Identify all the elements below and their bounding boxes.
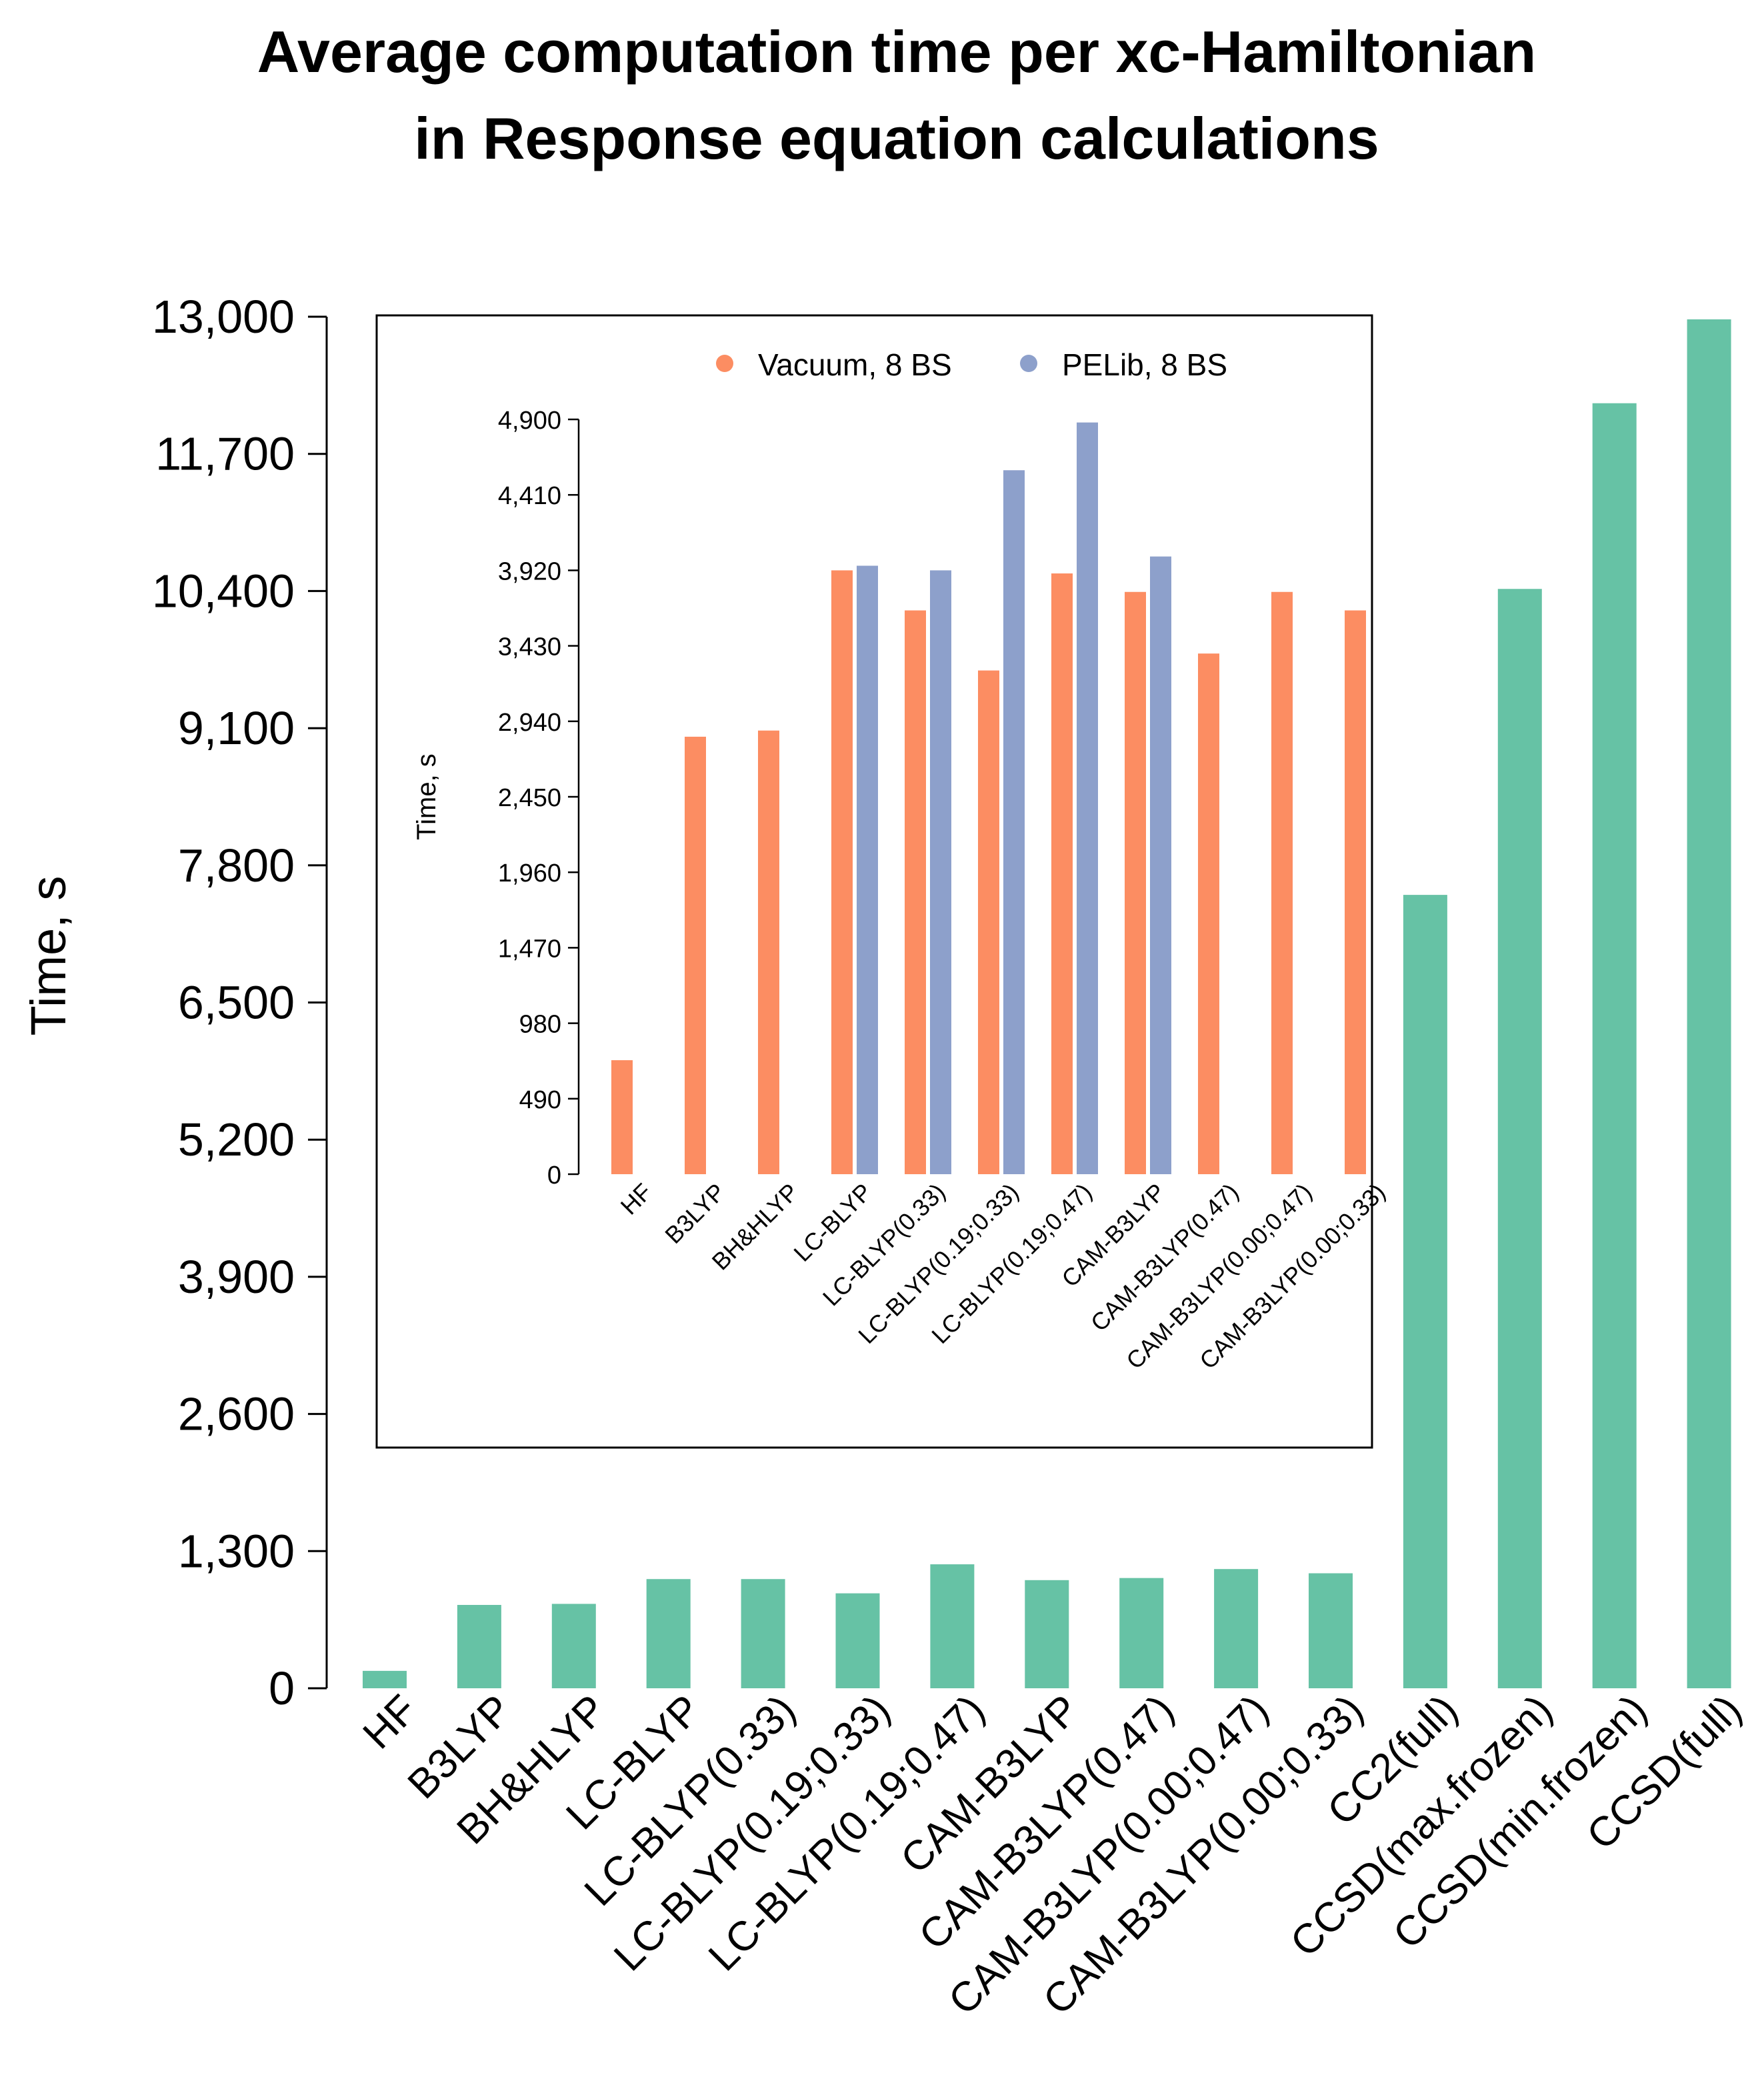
main-bar xyxy=(551,1604,596,1688)
chart-title: Average computation time per xc-Hamilton… xyxy=(257,19,1536,85)
main-y-tick-label: 11,700 xyxy=(155,428,295,480)
main-bar xyxy=(1687,319,1731,1688)
main-bar xyxy=(835,1593,880,1688)
inset-bar-vacuum xyxy=(1345,610,1366,1174)
main-y-tick-label: 9,100 xyxy=(178,702,295,754)
main-bar xyxy=(363,1670,407,1688)
main-bar xyxy=(930,1564,975,1688)
main-bar xyxy=(1119,1578,1164,1688)
main-bar xyxy=(1497,589,1542,1689)
inset-y-tick-label: 3,430 xyxy=(498,633,561,661)
main-bar xyxy=(1403,895,1447,1688)
legend-marker-pelib xyxy=(1020,355,1037,372)
inset-bar-vacuum xyxy=(758,730,779,1174)
inset-bar-vacuum xyxy=(611,1060,633,1174)
main-y-tick-label: 6,500 xyxy=(178,977,295,1029)
main-y-tick-label: 0 xyxy=(269,1662,295,1714)
inset-bar-vacuum xyxy=(978,670,999,1174)
main-bar xyxy=(646,1579,691,1688)
inset-bar-pelib xyxy=(1150,556,1171,1174)
inset-y-tick-label: 980 xyxy=(519,1011,561,1039)
legend-marker-vacuum xyxy=(716,355,733,372)
main-bar xyxy=(457,1604,501,1688)
legend-label-vacuum: Vacuum, 8 BS xyxy=(758,347,952,382)
main-bar xyxy=(741,1579,785,1688)
inset-bar-vacuum xyxy=(1125,591,1146,1174)
inset-bar-pelib xyxy=(1003,470,1025,1174)
inset-bar-pelib xyxy=(1077,422,1098,1175)
main-bar xyxy=(1592,403,1637,1688)
inset-y-axis-label: Time, s xyxy=(412,753,441,840)
inset-y-tick-label: 1,960 xyxy=(498,859,561,887)
inset-y-tick-label: 2,940 xyxy=(498,709,561,737)
main-y-tick-label: 7,800 xyxy=(178,839,295,891)
inset-y-tick-label: 2,450 xyxy=(498,784,561,812)
inset-bar-pelib xyxy=(930,570,951,1174)
main-y-tick-label: 13,000 xyxy=(152,291,295,343)
main-x-tick-label: HF xyxy=(355,1686,426,1758)
inset-bar-vacuum xyxy=(905,610,926,1174)
main-y-tick-label: 10,400 xyxy=(152,565,295,617)
main-bar xyxy=(1214,1569,1259,1688)
main-y-axis-label: Time, s xyxy=(21,876,76,1036)
main-y-tick-label: 3,900 xyxy=(178,1251,295,1303)
main-bar xyxy=(1309,1573,1353,1688)
legend-label-pelib: PELib, 8 BS xyxy=(1062,347,1227,382)
inset-y-tick-label: 4,900 xyxy=(498,407,561,435)
main-bar xyxy=(1025,1580,1069,1688)
inset-y-tick-label: 1,470 xyxy=(498,935,561,963)
inset-y-tick-label: 0 xyxy=(547,1162,561,1190)
inset-bar-vacuum xyxy=(831,570,853,1174)
inset-bar-pelib xyxy=(857,565,878,1174)
main-y-tick-label: 1,300 xyxy=(178,1525,295,1577)
inset-y-tick-label: 3,920 xyxy=(498,557,561,585)
inset-bar-vacuum xyxy=(1051,573,1073,1174)
inset-bar-vacuum xyxy=(1198,653,1219,1174)
inset-y-tick-label: 4,410 xyxy=(498,482,561,510)
inset-bar-vacuum xyxy=(685,736,706,1174)
inset-y-tick-label: 490 xyxy=(519,1086,561,1114)
inset-bar-vacuum xyxy=(1271,591,1293,1174)
chart-subtitle: in Response equation calculations xyxy=(414,105,1379,171)
main-y-tick-label: 2,600 xyxy=(178,1388,295,1440)
main-y-tick-label: 5,200 xyxy=(178,1114,295,1166)
